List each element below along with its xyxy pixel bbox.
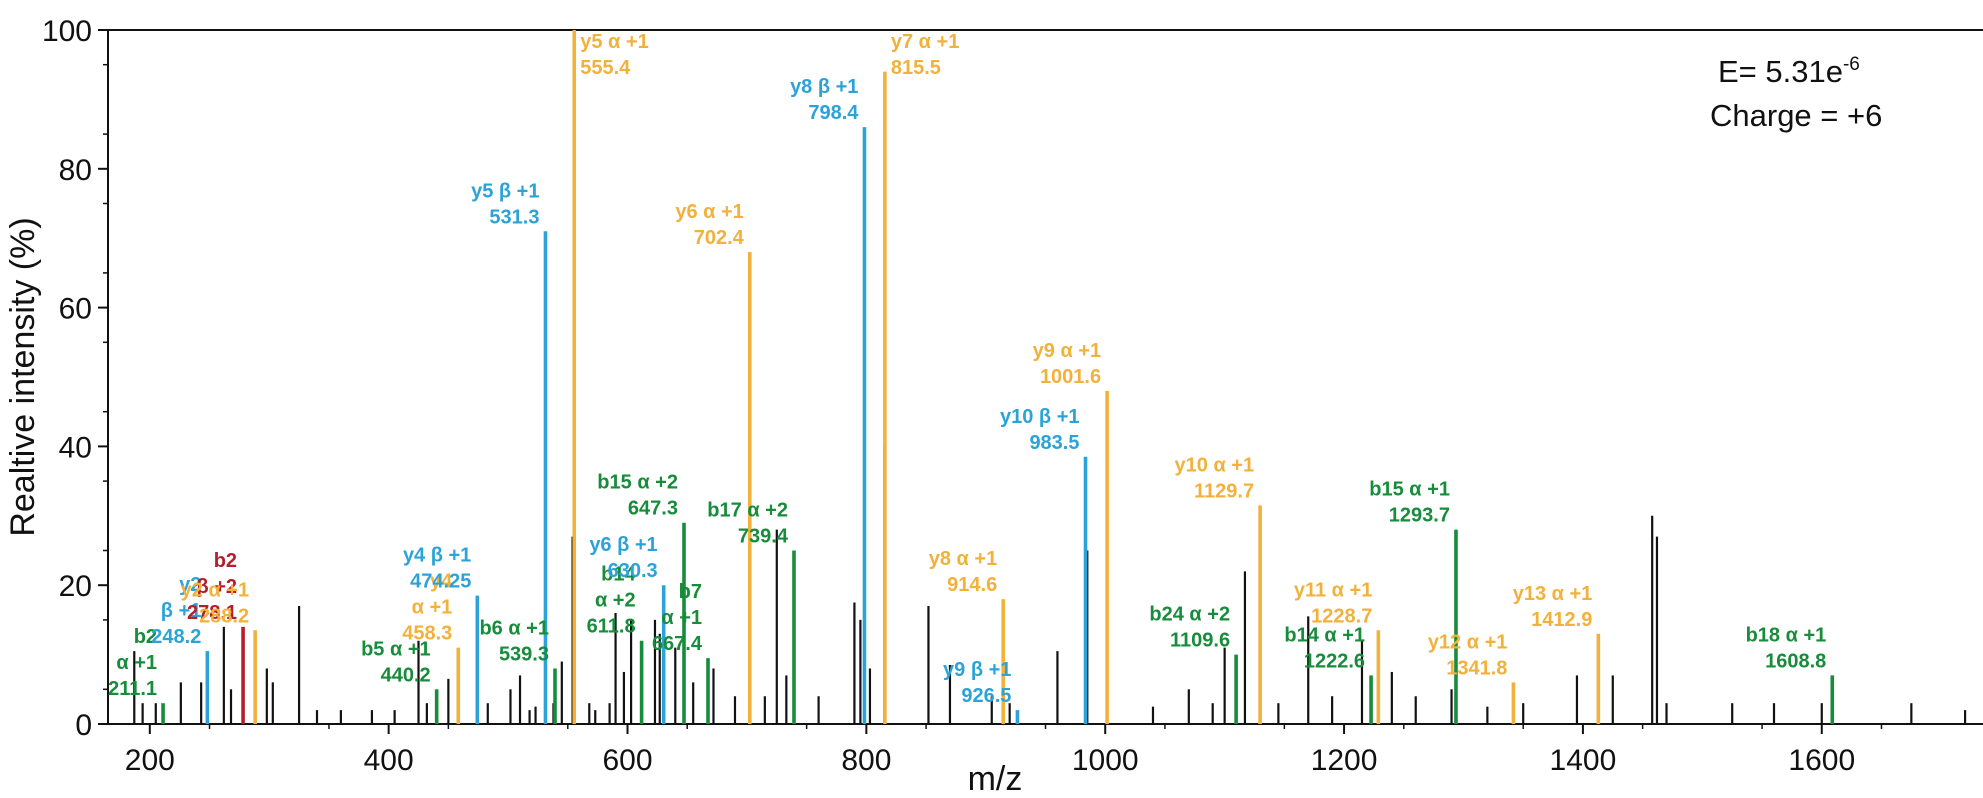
peak-annotation-line: b5 α +1 [361,638,431,660]
x-tick-label: 200 [125,744,175,777]
peak-annotation-line: y6 β +1 [589,534,657,556]
peak-annotation-line: 739.4 [738,526,789,548]
peak-annotation-line: b2 [134,626,157,648]
peak-annotation-line: α +1 [116,652,157,674]
peak-annotation-line: 983.5 [1029,432,1079,454]
peak-annotation-line: b24 α +2 [1149,604,1230,626]
peak-annotation-line: 647.3 [628,498,678,520]
peak-annotation-line: y7 α +1 [891,31,959,53]
peak-annotation-line: y6 α +1 [675,201,743,223]
peak-annotation-line: α +2 [595,590,636,612]
peak-annotation-line: 531.3 [489,206,539,228]
peak-annotation-line: y9 α +1 [1033,340,1101,362]
peak-annotation-line: α +1 [412,597,453,619]
x-tick-label: 1200 [1311,744,1378,777]
peak-annotation-line: 555.4 [580,57,631,79]
peak-annotation-line: 539.3 [499,643,549,665]
peak-annotation-line: 815.5 [891,57,941,79]
x-tick-label: 800 [841,744,891,777]
peak-annotation-line: 611.8 [587,616,636,638]
peak-annotation-line: 1222.6 [1304,650,1365,672]
peak-annotation-line: b6 α +1 [479,617,549,639]
evalue-exponent: -6 [1843,54,1860,75]
peak-annotation-line: y2 [179,574,201,596]
peak-annotation-line: β +1 [161,600,202,622]
peak-annotation-line: 1412.9 [1531,609,1592,631]
peak-annotation-line: 1109.6 [1170,630,1230,652]
peak-annotation-line: y12 α +1 [1428,631,1508,653]
peak-annotation-line: 630.3 [608,560,658,582]
charge-text: Charge = +6 [1710,98,1882,133]
peak-annotation-line: b17 α +2 [707,500,788,522]
peak-group [133,30,1967,724]
y-tick-label: 20 [59,570,92,603]
peak-annotation-line: 1341.8 [1446,657,1507,679]
peak-annotation-line: 914.6 [947,574,997,596]
peak-annotation-line: 1228.7 [1311,605,1372,627]
peak-annotation-line: y5 α +1 [580,31,648,53]
peak-annotation-line: b18 α +1 [1746,624,1827,646]
x-tick-label: 400 [364,744,414,777]
peak-annotation-line: α +1 [661,607,702,629]
peak-annotation-line: 278.1 [187,602,237,624]
peak-annotation-line: 458.3 [402,623,452,645]
peak-annotation-line: 474.25 [410,571,471,593]
peak-annotation-line: y10 β +1 [1000,406,1080,428]
x-tick-label: 1400 [1550,744,1617,777]
peak-annotation-line: 440.2 [381,664,431,686]
peak-annotation-line: 667.4 [652,633,703,655]
peak-annotation-line: b7 [679,581,702,603]
peak-annotation-line: b2 [214,550,237,572]
peak-annotation-line: 211.1 [108,678,157,700]
peak-annotation-line: β +2 [196,576,237,598]
peak-annotation-line: b14 [601,564,636,586]
x-tick-label: 1000 [1072,744,1139,777]
peak-annotation-line: 288.2 [199,605,249,627]
peak-annotation-line: y10 α +1 [1175,454,1255,476]
peak-annotation-line: b15 α +1 [1369,479,1450,501]
peak-annotation-line: y4 β +1 [403,545,471,567]
peak-annotation-line: y13 α +1 [1513,583,1593,605]
evalue-text: E= 5.31e-6 [1718,54,1860,89]
peak-annotation-line: y5 β +1 [471,180,539,202]
peak-annotation-line: y11 α +1 [1294,579,1372,601]
y-tick-label: 60 [59,293,92,326]
peak-annotation-line: 1001.6 [1040,366,1101,388]
tick-group: 200 400 600 800 1000 1200 1400 1600 0 20 40 60 80 100 [42,15,1883,777]
peak-annotation-line: 1608.8 [1765,650,1826,672]
peak-annotation-line: 1129.7 [1194,480,1254,502]
x-tick-label: 600 [602,744,652,777]
peak-annotation-line: y9 β +1 [943,659,1011,681]
peak-annotation-line: 798.4 [808,102,859,124]
peak-annotation-line: y8 α +1 [929,548,997,570]
peak-annotation-line: 702.4 [694,227,745,249]
peak-annotation-line: y4 [430,571,453,593]
peak-annotation-line: 926.5 [961,685,1011,707]
y-tick-label: 100 [42,15,92,48]
peak-annotation-line: 248.2 [151,626,201,648]
peak-annotation-line: b14 α +1 [1284,624,1365,646]
y-axis-title: Realtive intensity (%) [4,217,42,536]
evalue-prefix: E= 5.31e [1718,54,1843,89]
y-tick-label: 40 [59,431,92,464]
x-axis-title: m/z [968,760,1023,798]
peak-annotation-line: b15 α +2 [597,472,678,494]
peak-annotation-line: y8 β +1 [790,76,858,98]
peak-annotation-line: 1293.7 [1389,505,1450,527]
y-tick-label: 0 [75,709,92,742]
y-tick-label: 80 [59,154,92,187]
x-tick-label: 1600 [1788,744,1855,777]
peak-annotation-line: y2 α +1 [181,579,249,601]
